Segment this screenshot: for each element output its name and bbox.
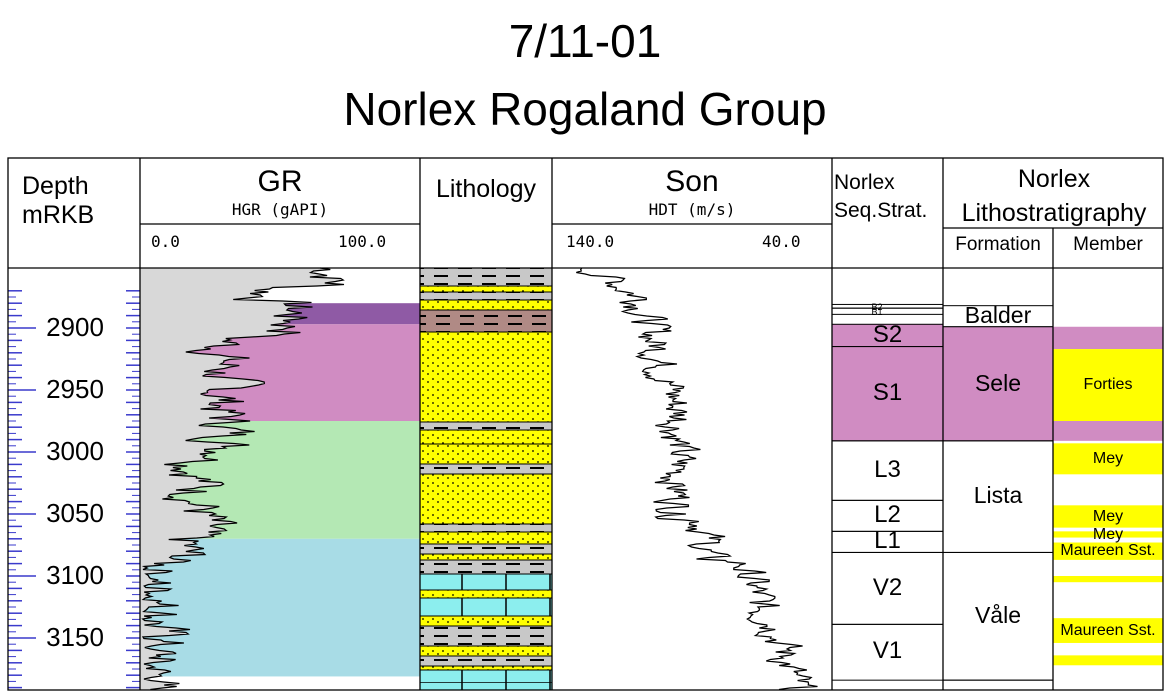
depth-label-3000: 3000 [46,435,104,466]
member-label-3: Mey [1092,449,1124,467]
depth-label-2900: 2900 [46,311,104,342]
formation-label-sele: Sele [974,369,1022,396]
son-scale-min: 140.0 [566,232,615,251]
member-label-5: Mey [1092,525,1124,543]
gr-scale-min: 0.0 [151,232,180,251]
lithology-bed [420,332,552,422]
member-unit [1053,576,1163,583]
member-header: Member [1073,234,1143,255]
lithology-bed [420,444,552,464]
depth-label-2950: 2950 [46,373,104,404]
seqstrat-label-l2: L2 [874,500,901,528]
lithology-bed [420,532,552,544]
depth-header: Depth mRKB [8,172,138,230]
formation-label-våle: Våle [974,602,1022,629]
member-label-1: Forties [1083,376,1133,394]
lithology-bed [420,524,552,532]
lithology-bed [420,422,552,430]
seqstrat-unit [831,346,944,442]
seqstrat-header-line2: Seq.Strat. [834,199,928,222]
lithology-bed [420,560,552,574]
lithology-header: Lithology [435,175,537,203]
lithology-bed [420,554,552,560]
son-curve [576,267,818,691]
member-unit [1053,349,1163,421]
seqstrat-label-s2: S2 [872,320,903,348]
seqstrat-label-v1: V1 [872,637,903,665]
member-unit [1053,505,1163,528]
lithology-bed [420,616,552,626]
member-unit [1053,443,1163,475]
gr-header-curve: HGR (gAPI) [231,200,329,219]
lithostrat-header-line2: Lithostratigraphy [961,199,1147,227]
depth-label-3100: 3100 [46,559,104,590]
member-unit [1053,618,1163,643]
seqstrat-label-b1: B1 [871,306,883,317]
depth-label-3050: 3050 [46,497,104,528]
table-border [7,157,1164,691]
son-scale-max: 40.0 [762,232,801,251]
lithology-bed [420,646,552,656]
gr-fill [140,268,344,690]
member-unit [1053,326,1163,350]
member-label-4: Mey [1092,507,1124,525]
formation-label-lista: Lista [973,482,1023,509]
member-unit [1053,531,1163,538]
seqstrat-label-b2: B2 [871,301,883,312]
lithology-bed [420,430,552,444]
depth-label-3150: 3150 [46,621,104,652]
lithology-bed [420,574,552,590]
seqstrat-label-v2: V2 [872,573,903,601]
lithology-bed [420,268,552,286]
depth-header-line1: Depth [22,172,89,200]
lithostrat-header: Norlex Lithostratigraphy [943,162,1165,230]
lithostrat-header-line1: Norlex [1017,165,1091,193]
gr-header-name: GR [257,165,303,198]
lithology-bed [420,626,552,646]
son-header-name: Son [665,165,719,198]
member-unit [1053,655,1163,666]
member-unit [1053,421,1163,441]
group-title: Norlex Rogaland Group [343,83,827,135]
lithology-bed [420,598,552,616]
seqstrat-label-l1: L1 [874,527,901,555]
gr-scale-max: 100.0 [338,232,387,251]
lithology-bed [420,544,552,554]
seqstrat-header: Norlex Seq.Strat. [834,169,944,225]
lithology-bed [420,310,552,332]
lithology-bed [420,300,552,310]
lithology-bed [420,670,552,690]
lithology-bed [420,590,552,598]
lithology-bed [420,464,552,474]
member-label-8: Maureen Sst. [1060,621,1156,639]
seqstrat-label-l3: L3 [874,455,901,483]
seqstrat-label-s1: S1 [872,378,903,406]
member-unit [1053,542,1163,560]
lithology-bed [420,474,552,524]
lithology-bed [420,292,552,300]
gr-curve [141,267,345,691]
son-header-curve: HDT (m/s) [648,200,736,219]
lithology-bed [420,656,552,666]
depth-header-line2: mRKB [22,201,95,229]
well-title: 7/11-01 [508,15,662,67]
member-label-6: Maureen Sst. [1060,542,1156,560]
formation-header: Formation [955,234,1041,255]
seqstrat-header-line1: Norlex [834,171,895,194]
lithology-bed [420,666,552,670]
formation-label-balder: Balder [964,301,1032,328]
lithology-bed [420,286,552,292]
